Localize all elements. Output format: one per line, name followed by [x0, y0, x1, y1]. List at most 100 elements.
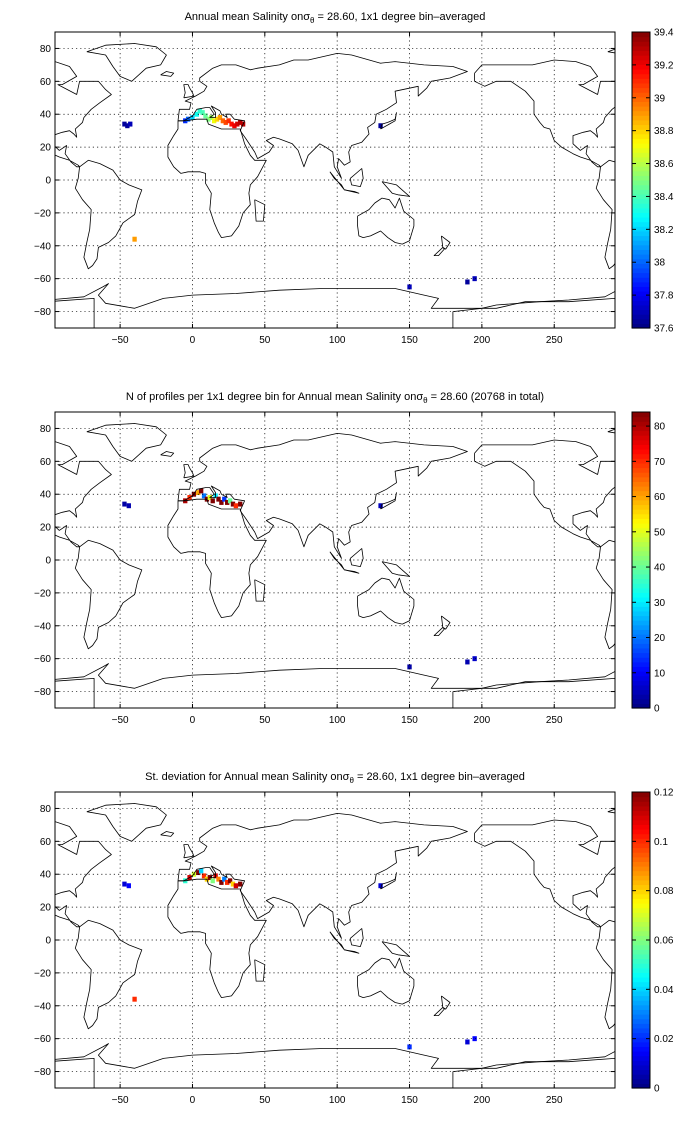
coastline	[356, 197, 415, 245]
y-tick-label: −40	[34, 1001, 51, 1012]
x-tick-label: 250	[546, 335, 563, 346]
y-tick-label: 40	[40, 490, 52, 501]
x-tick-label: 250	[546, 1095, 563, 1106]
data-cell	[472, 1036, 477, 1042]
coastline	[167, 878, 267, 998]
coastline	[177, 813, 468, 939]
data-cell	[378, 503, 383, 509]
data-cell	[198, 868, 204, 874]
data-cell	[465, 1039, 470, 1045]
gridlines	[55, 32, 615, 328]
coastline	[595, 539, 615, 650]
data-cell	[233, 883, 239, 889]
data-cell	[200, 110, 205, 116]
x-tick-label: 100	[329, 335, 346, 346]
coastline	[356, 577, 415, 625]
coastline	[595, 159, 615, 270]
coastline	[349, 928, 364, 947]
colorbar-tick-label: 40	[654, 563, 666, 574]
y-tick-label: 40	[40, 870, 52, 881]
data-cell	[190, 115, 195, 120]
data-cell	[220, 118, 226, 124]
data-cell	[132, 996, 137, 1002]
colorbar	[631, 411, 651, 709]
data-cell	[472, 656, 477, 662]
y-tick-label: −80	[34, 307, 51, 318]
coastline	[55, 1058, 95, 1088]
coastline	[86, 423, 167, 462]
coastline	[329, 931, 345, 951]
x-tick-label: 200	[474, 1095, 491, 1106]
y-tick-label: 20	[40, 523, 52, 534]
coastlines	[55, 423, 615, 708]
y-tick-label: −20	[34, 588, 51, 599]
y-tick-label: 80	[40, 804, 52, 815]
coastline	[433, 1007, 445, 1016]
data-cell	[227, 498, 233, 504]
x-tick-label: 150	[401, 1095, 418, 1106]
data-cell	[227, 878, 233, 884]
x-tick-label: 250	[546, 715, 563, 726]
coastline	[344, 569, 360, 574]
coastline	[381, 181, 410, 197]
coastline	[55, 283, 615, 328]
colorbar-tick-label: 70	[654, 457, 666, 468]
coastline	[441, 615, 451, 630]
coastline	[329, 551, 345, 571]
data-cell	[217, 115, 223, 120]
map-panel-1: Annual mean Salinity onσθ = 28.60, 1x1 d…	[34, 11, 674, 346]
y-tick-label: 60	[40, 457, 52, 468]
colorbar-tick-label: 0.06	[654, 936, 674, 947]
data-cell	[238, 119, 243, 125]
coastline	[167, 118, 267, 239]
colorbar-tick-label: 0.02	[654, 1034, 674, 1045]
data-cell	[235, 121, 240, 127]
map-frame	[54, 411, 616, 709]
coastline	[55, 441, 112, 548]
colorbar	[631, 31, 651, 329]
coastline	[177, 53, 468, 179]
y-tick-label: 80	[40, 44, 52, 55]
y-tick-label: −60	[34, 274, 51, 285]
y-tick-label: −60	[34, 654, 51, 665]
map-frame	[54, 31, 616, 329]
y-tick-label: 0	[45, 176, 51, 187]
coastlines	[55, 43, 615, 328]
y-tick-label: −20	[34, 968, 51, 979]
coastline	[441, 995, 451, 1010]
data-cell	[122, 121, 127, 127]
data-cell	[122, 501, 127, 507]
y-tick-label: −40	[34, 621, 51, 632]
map-panel-2: N of profiles per 1x1 degree bin for Ann…	[34, 391, 666, 726]
y-tick-label: 20	[40, 143, 52, 154]
coastline	[86, 803, 167, 842]
data-cell	[201, 493, 207, 499]
colorbar-tick-label: 39	[654, 93, 666, 104]
coastline	[380, 872, 397, 890]
data-cell	[225, 879, 230, 885]
coastline	[254, 579, 266, 602]
colorbar-tick-label: 0.08	[654, 886, 674, 897]
data-cell	[197, 108, 202, 114]
data-cells	[122, 868, 477, 1050]
coastline	[381, 561, 410, 577]
data-cell	[203, 113, 208, 119]
data-cell	[219, 879, 224, 885]
map-title: St. deviation for Annual mean Salinity o…	[145, 771, 525, 785]
coastline	[183, 84, 195, 99]
data-cell	[125, 123, 130, 129]
coastline	[160, 451, 175, 457]
coastline	[349, 548, 364, 567]
y-tick-label: 0	[45, 556, 51, 567]
colorbar-tick-label: 37.8	[654, 291, 674, 302]
coastline	[55, 678, 95, 708]
x-tick-label: −50	[112, 335, 129, 346]
x-tick-label: 0	[190, 715, 196, 726]
colorbar-tick-label: 0	[654, 704, 660, 715]
map-panel-3: St. deviation for Annual mean Salinity o…	[34, 771, 674, 1106]
data-cell	[230, 881, 236, 887]
coastline	[349, 168, 364, 188]
gridlines	[55, 412, 615, 708]
data-cell	[225, 499, 230, 505]
coastline	[55, 663, 615, 708]
